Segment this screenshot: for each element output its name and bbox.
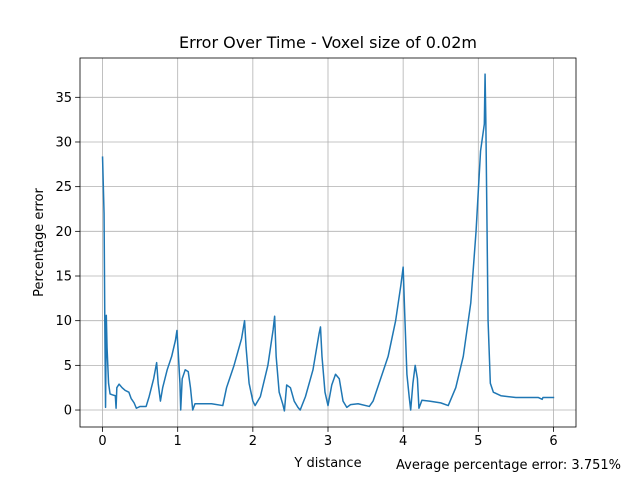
x-tick-label: 4 [399, 434, 407, 449]
x-tick-label: 5 [474, 434, 482, 449]
y-tick-label: 35 [55, 91, 72, 106]
series-line [101, 73, 555, 412]
grid [80, 58, 576, 427]
x-tick-label: 3 [324, 434, 332, 449]
x-tick-label: 1 [174, 434, 182, 449]
x-axis-ticks: 0 1 2 3 4 5 6 [98, 427, 558, 449]
y-tick-label: 15 [55, 270, 72, 285]
y-tick-label: 20 [55, 225, 72, 240]
x-tick-label: 2 [249, 434, 257, 449]
y-tick-label: 25 [55, 180, 72, 195]
x-tick-label: 0 [98, 434, 106, 449]
y-tick-label: 0 [64, 404, 72, 419]
y-tick-label: 10 [55, 314, 72, 329]
x-axis-label: Y distance [293, 456, 361, 471]
average-error-annotation: Average percentage error: 3.751% [396, 458, 621, 473]
chart-title: Error Over Time - Voxel size of 0.02m [179, 33, 477, 52]
y-tick-label: 5 [64, 359, 72, 374]
x-tick-label: 6 [549, 434, 557, 449]
series-layer [101, 73, 555, 412]
y-tick-label: 30 [55, 135, 72, 150]
y-axis-label: Percentage error [32, 187, 47, 296]
y-axis-ticks: 0 5 10 15 20 25 30 35 [55, 91, 80, 419]
